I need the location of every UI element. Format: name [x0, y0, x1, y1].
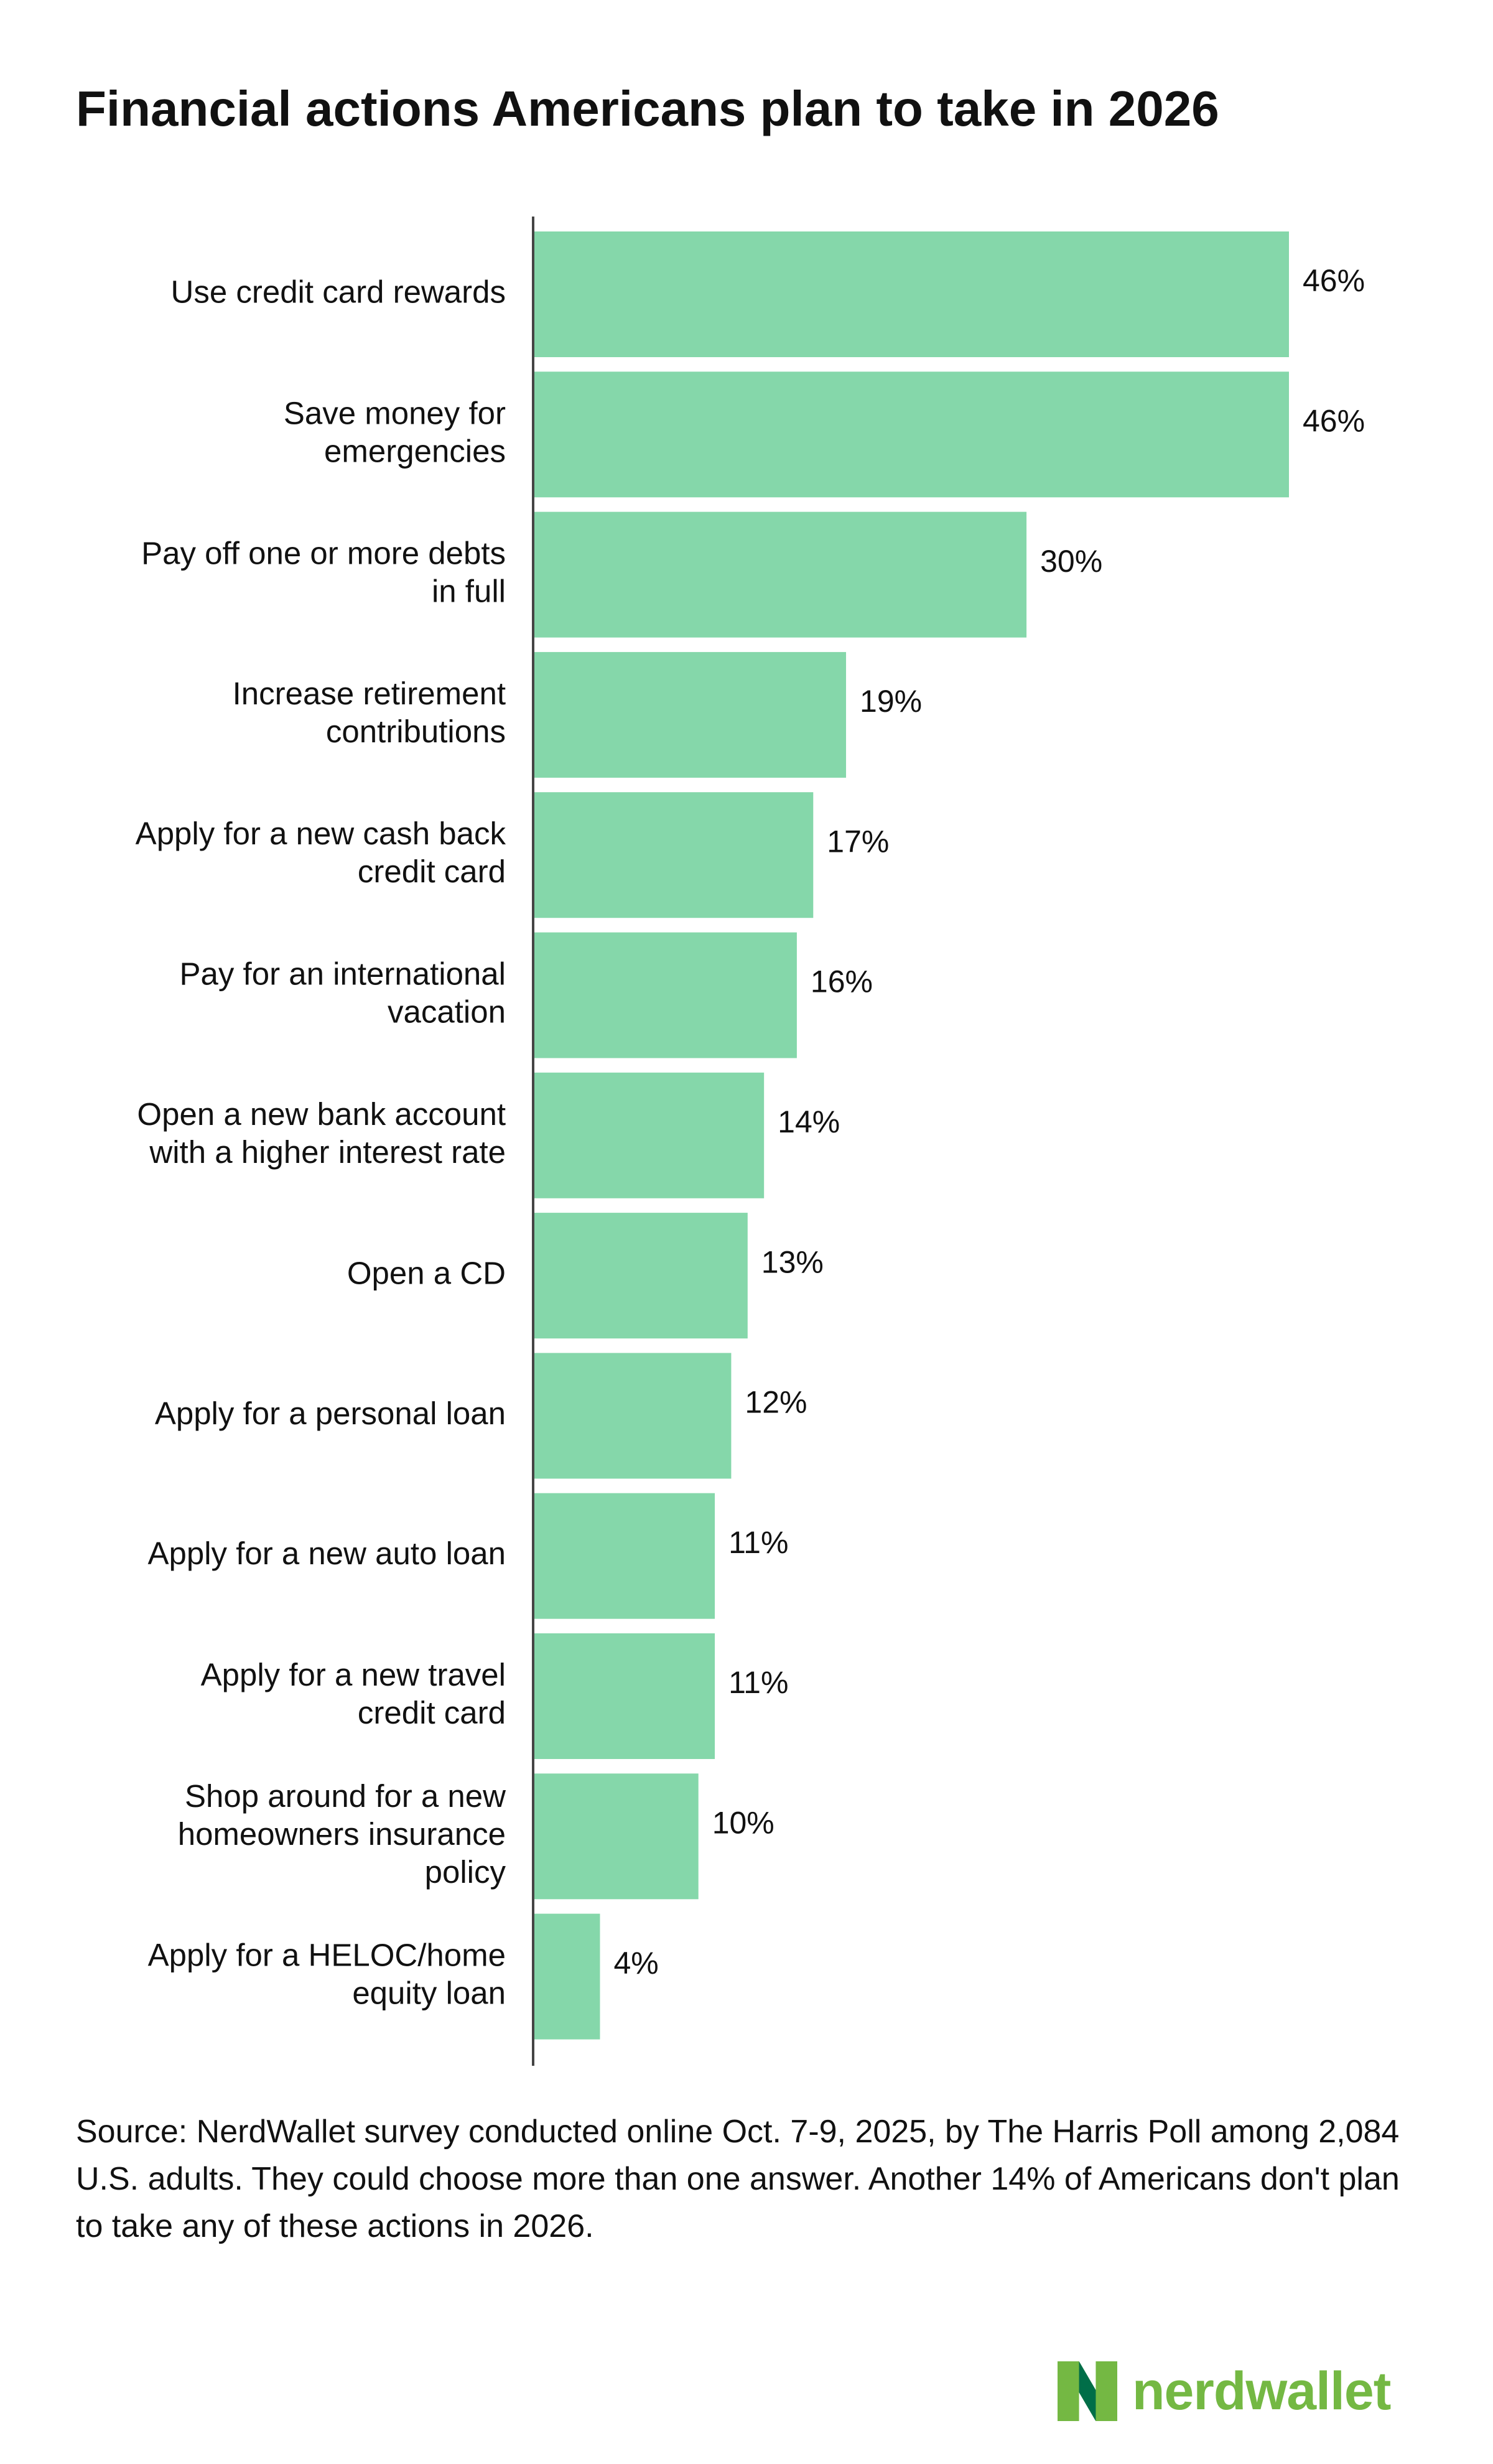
value-label-8: 13%	[761, 1244, 824, 1279]
bar-3	[534, 511, 1027, 638]
category-label-12-line-2: homeowners insurance	[178, 1816, 506, 1852]
bar-2	[534, 371, 1289, 498]
category-label-4-line-2: contributions	[326, 714, 506, 749]
category-label-10: Apply for a new auto loan	[147, 1536, 506, 1571]
category-label-1: Use credit card rewards	[170, 274, 506, 309]
category-label-13-line-1: Apply for a HELOC/home	[148, 1938, 506, 1973]
bar-13	[534, 1913, 600, 2040]
bar-11	[534, 1633, 715, 1759]
category-label-5-line-1: Apply for a new cash back	[136, 816, 506, 851]
category-label-8: Open a CD	[347, 1256, 506, 1291]
value-label-2: 46%	[1303, 404, 1365, 439]
value-label-3: 30%	[1040, 544, 1102, 579]
bar-8	[534, 1213, 748, 1339]
category-label-11-line-1: Apply for a new travel	[201, 1657, 506, 1692]
bar-9	[534, 1353, 732, 1479]
category-label-7-line-1: Open a new bank account	[137, 1096, 506, 1132]
source-note: Source: NerdWallet survey conducted onli…	[76, 2114, 1400, 2244]
value-label-12: 10%	[712, 1806, 774, 1841]
category-label-3-line-1: Pay off one or more debts	[141, 536, 506, 571]
category-label-12-line-1: Shop around for a new	[185, 1778, 506, 1814]
bar-6	[534, 932, 797, 1058]
value-label-9: 12%	[745, 1385, 807, 1420]
category-label-12-line-3: policy	[425, 1854, 506, 1890]
category-label-4-line-1: Increase retirement	[233, 676, 506, 711]
category-label-5-line-2: credit card	[358, 854, 506, 889]
category-label-6-line-1: Pay for an international	[180, 956, 506, 991]
value-label-4: 19%	[860, 684, 922, 719]
category-label-11-line-2: credit card	[358, 1695, 506, 1730]
bar-10	[534, 1493, 715, 1619]
nerdwallet-wordmark: nerdwallet	[1132, 2361, 1391, 2421]
bar-1	[534, 231, 1289, 357]
bar-4	[534, 651, 847, 778]
value-label-11: 11%	[728, 1665, 788, 1700]
bar-12	[534, 1773, 699, 1900]
category-label-7-line-2: with a higher interest rate	[149, 1134, 506, 1170]
category-label-6-line-2: vacation	[388, 994, 506, 1029]
category-label-3-line-2: in full	[432, 574, 506, 609]
value-label-5: 17%	[827, 824, 889, 859]
category-labels: Use credit card rewards Save money foreme…	[136, 274, 506, 2010]
category-label-2-line-2: emergencies	[324, 433, 506, 469]
bars-layer	[534, 231, 1289, 2040]
value-labels: 46% 46% 30% 19% 17% 16% 14% 13% 12% 11% 11% 10% 4%	[613, 263, 1365, 1981]
bar-5	[534, 792, 814, 918]
category-label-2-line-1: Save money for	[284, 395, 506, 431]
bar-7	[534, 1072, 765, 1198]
value-label-1: 46%	[1303, 263, 1365, 298]
bar-chart: Use credit card rewards Save money foreme…	[136, 217, 1365, 2066]
chart-title: Financial actions Americans plan to take…	[76, 81, 1219, 136]
nerdwallet-logo: nerdwallet	[1058, 2357, 1437, 2425]
category-label-13-line-2: equity loan	[352, 1976, 506, 2011]
value-label-10: 11%	[728, 1525, 788, 1560]
nerdwallet-n-icon	[1058, 2361, 1117, 2421]
category-label-9: Apply for a personal loan	[155, 1396, 506, 1431]
value-label-6: 16%	[811, 964, 873, 999]
value-label-7: 14%	[778, 1104, 840, 1139]
value-label-13: 4%	[613, 1946, 658, 1981]
